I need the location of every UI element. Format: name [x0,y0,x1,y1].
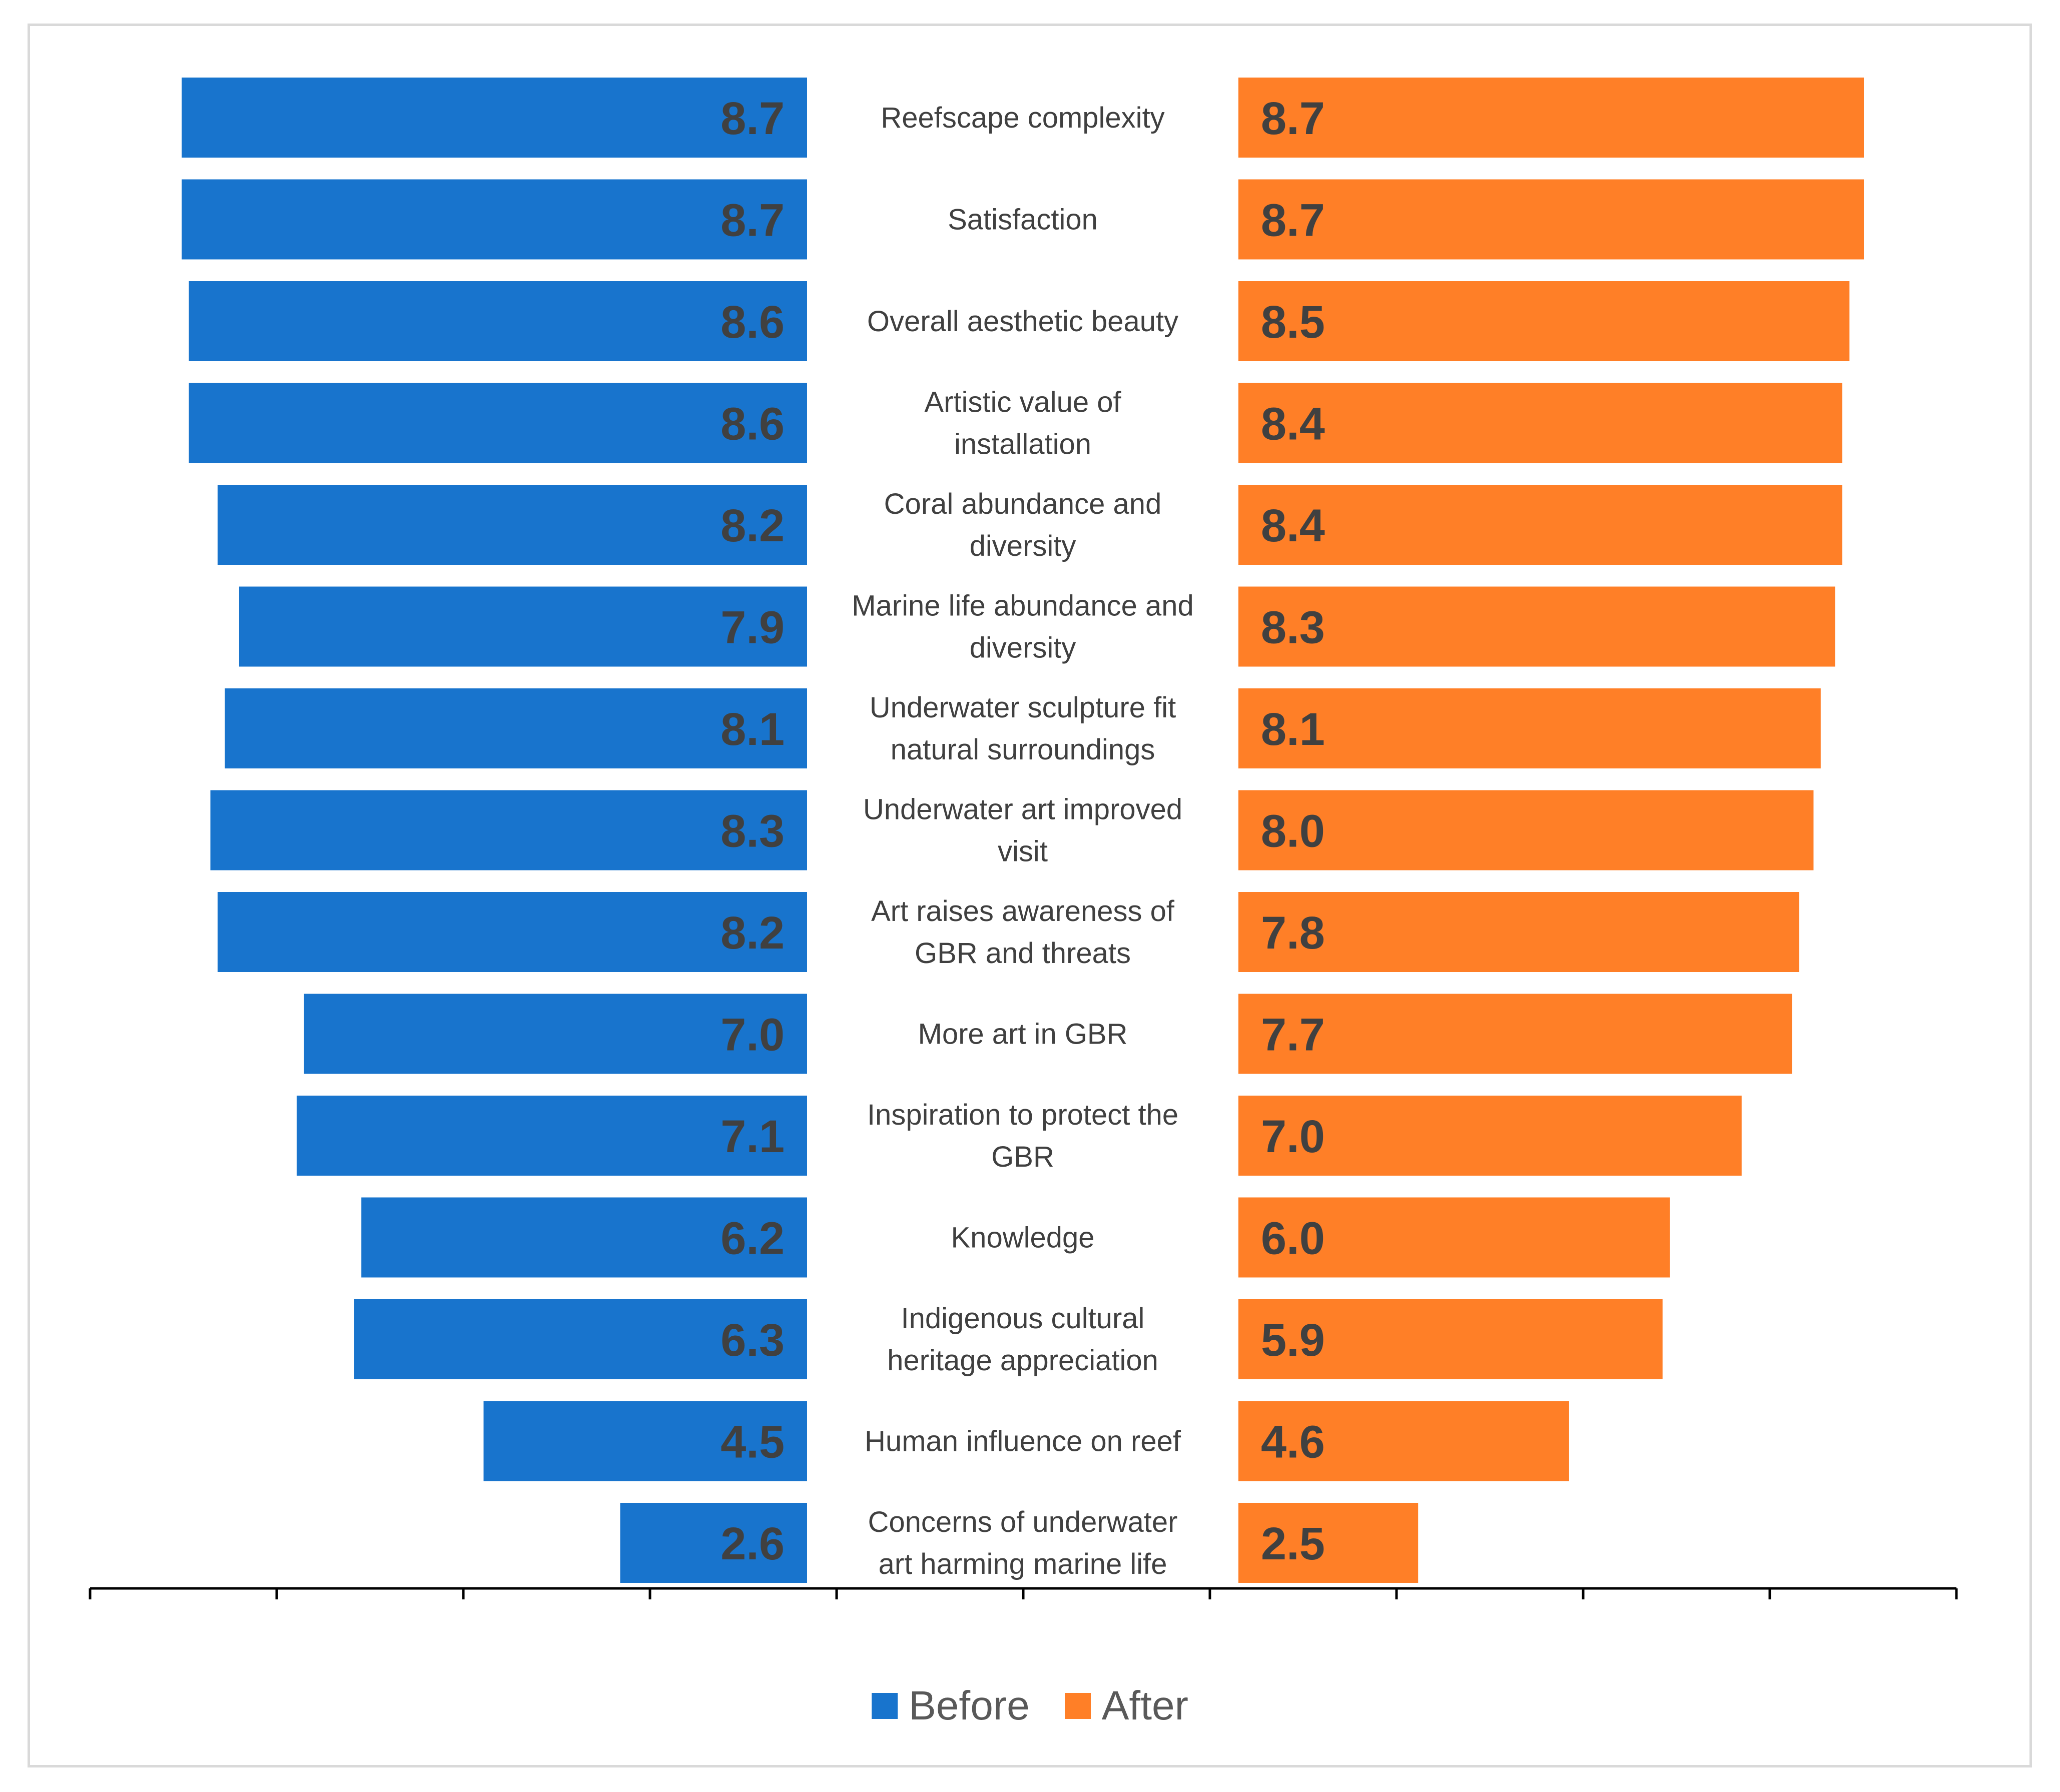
value-label-after: 6.0 [1261,1213,1325,1264]
category-label: Concerns of underwater art harming marine… [868,1506,1178,1580]
value-label-after: 8.3 [1261,602,1325,653]
category-label: Underwater sculpture fit natural surround… [870,691,1176,766]
value-label-after: 5.9 [1261,1315,1325,1366]
bar-before [182,78,807,158]
bar-after [1238,281,1850,361]
legend-label-before: Before [909,1683,1030,1728]
value-label-before: 7.0 [721,1010,785,1061]
bar-after [1238,485,1842,565]
category-label: Knowledge [951,1222,1095,1254]
value-label-after: 8.7 [1261,93,1325,144]
bar-after [1238,586,1835,667]
value-label-before: 8.3 [721,806,785,857]
bar-before [296,1096,807,1176]
value-label-after: 4.6 [1261,1417,1325,1468]
category-label: Inspiration to protect the GBR [867,1099,1178,1173]
legend-swatch-after [1064,1693,1091,1719]
bar-before [239,586,808,667]
after-series: 8.7 8.7 8.5 8.4 8.4 8.3 8.1 8.0 7.8 7.7 7.0 6.0 5.9 4… [1238,78,1864,1583]
value-label-after: 8.4 [1261,399,1325,450]
bar-before [620,1503,807,1583]
legend-item-before[interactable]: Before [872,1682,1030,1729]
value-label-after: 8.5 [1261,297,1325,348]
bar-before [210,790,808,870]
category-label: Overall aesthetic beauty [867,305,1178,338]
x-axis [89,1587,1958,1599]
value-label-before: 6.2 [721,1213,785,1264]
bar-before [217,485,807,565]
bar-before [483,1401,807,1481]
value-label-before: 4.5 [721,1417,785,1468]
before-series: 8.7 8.7 8.6 8.6 8.2 7.9 8.1 8.3 8.2 7.0 7.1 6.2 6.3 4… [182,78,808,1583]
legend-swatch-before [872,1693,898,1719]
bar-after [1238,994,1792,1074]
bar-before [361,1197,807,1278]
category-label: Human influence on reef [865,1425,1181,1458]
value-label-before: 8.2 [721,500,785,551]
legend-item-after[interactable]: After [1064,1682,1188,1729]
bar-after [1238,179,1864,260]
bar-after [1238,1401,1569,1481]
category-label: More art in GBR [918,1018,1128,1051]
value-label-after: 8.7 [1261,195,1325,246]
category-label: Underwater art improved visit [863,793,1182,868]
bar-before [225,688,807,768]
bar-before [304,994,807,1074]
bar-before [182,179,807,260]
value-label-before: 8.1 [721,704,785,755]
bar-before [189,383,808,463]
bar-after [1238,383,1842,463]
legend-label-after: After [1101,1683,1188,1728]
category-label: Coral abundance and diversity [884,488,1162,562]
bar-after [1238,1299,1663,1379]
value-label-before: 7.9 [721,602,785,653]
bar-after [1238,1096,1742,1176]
value-label-after: 2.5 [1261,1518,1325,1569]
value-label-after: 8.1 [1261,704,1325,755]
bar-after [1238,78,1864,158]
bar-before [217,892,807,972]
value-label-after: 8.0 [1261,806,1325,857]
legend: Before After [0,1678,2060,1733]
value-label-before: 2.6 [721,1518,785,1569]
value-label-before: 8.7 [721,195,785,246]
value-label-before: 8.2 [721,908,785,959]
value-label-before: 7.1 [721,1111,785,1162]
category-labels: Reefscape complexity Satisfaction Overall … [852,102,1194,1580]
bar-before [354,1299,807,1379]
value-label-before: 8.6 [721,399,785,450]
value-label-after: 7.8 [1261,908,1325,959]
value-label-after: 8.4 [1261,500,1325,551]
category-label: Reefscape complexity [881,102,1164,134]
category-label: Artistic value of installation [924,386,1121,461]
category-label: Art raises awareness of GBR and threats [871,895,1175,970]
category-label: Satisfaction [948,204,1098,236]
bar-after [1238,1503,1419,1583]
value-label-after: 7.7 [1261,1010,1325,1061]
bar-after [1238,1197,1670,1278]
value-label-before: 8.7 [721,93,785,144]
category-label: Marine life abundance and diversity [852,590,1194,664]
value-label-after: 7.0 [1261,1111,1325,1162]
value-label-before: 6.3 [721,1315,785,1366]
category-label: Indigenous cultural heritage appreciation [887,1302,1158,1377]
value-label-before: 8.6 [721,297,785,348]
bar-after [1238,688,1821,768]
bar-before [189,281,808,361]
bar-after [1238,892,1799,972]
bar-after [1238,790,1814,870]
